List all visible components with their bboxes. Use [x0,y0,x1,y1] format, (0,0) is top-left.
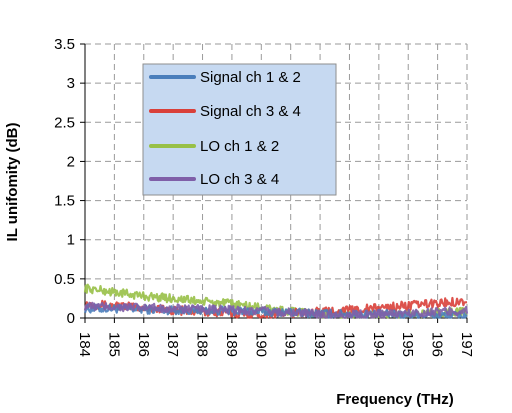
x-tick-label: 185 [105,332,122,357]
y-tick-label: 2.5 [54,114,75,131]
x-tick-label: 194 [370,332,387,357]
series-line-lo-ch-3-4 [83,301,469,319]
x-tick-label: 196 [429,332,446,357]
y-tick-label: 0 [67,310,75,327]
legend-box [142,63,337,196]
legend-label-lo-ch-1-2: LO ch 1 & 2 [200,138,279,155]
series-group [83,283,469,319]
x-tick-label: 191 [282,332,299,357]
legend-label-lo-ch-3-4: LO ch 3 & 4 [200,171,279,188]
y-tick-label: 1 [67,232,75,249]
y-tick-label: 1.5 [54,193,75,210]
x-tick-labels: 184 185 186 187 188 189 190 191 192 193 194 195 196 1… [76,332,475,357]
y-tick-label: 3 [67,75,75,92]
x-axis-title: Frequency (THz) [336,391,454,408]
x-tick-label: 188 [194,332,211,357]
x-tick-label: 184 [76,332,93,357]
y-tick-labels: 0 0.5 1 1.5 2 2.5 3 3.5 [54,36,75,327]
x-tick-label: 190 [252,332,269,357]
x-tick-label: 186 [135,332,152,357]
y-axis-title: IL unifomity (dB) [4,123,21,242]
x-tick-label: 195 [399,332,416,357]
x-tick-label: 187 [164,332,181,357]
legend: Signal ch 1 & 2 Signal ch 3 & 4 LO ch 1 … [142,63,337,196]
legend-label-signal-ch-3-4: Signal ch 3 & 4 [200,103,301,120]
x-tick-label: 193 [340,332,357,357]
x-tick-label: 197 [458,332,475,357]
y-tick-label: 2 [67,153,75,170]
y-tick-label: 3.5 [54,36,75,53]
x-tick-label: 192 [311,332,328,357]
legend-label-signal-ch-1-2: Signal ch 1 & 2 [200,69,301,86]
x-tick-label: 189 [223,332,240,357]
y-tick-label: 0.5 [54,271,75,288]
